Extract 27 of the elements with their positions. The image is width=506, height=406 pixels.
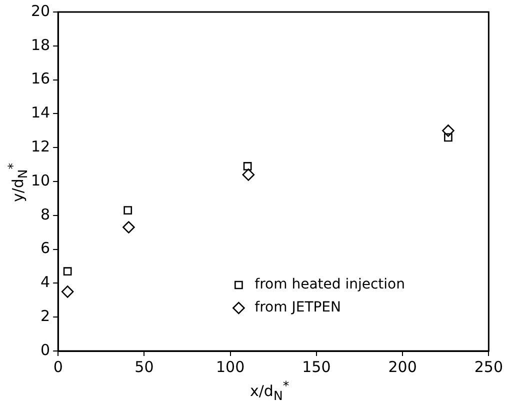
point [242,168,255,181]
point [61,286,74,298]
x-tick-label: 250 [474,358,504,376]
legend-label: from heated injection [254,276,406,293]
x-tick-label: 200 [388,358,417,376]
y-tick-label: 16 [30,70,50,88]
x-tick-label: 150 [302,358,331,376]
y-tick-label: 14 [30,104,50,122]
point [122,221,135,234]
y-tick-label: 8 [40,205,50,224]
legend-label: from JETPEN [254,300,342,316]
y-tick-label: 0 [40,340,50,359]
point [444,133,452,142]
x-tick-label: 50 [134,358,154,376]
point [63,267,72,276]
x-tick-label: 0 [53,358,63,376]
y-tick-label: 18 [30,36,50,54]
point [442,124,454,137]
y-tick-label: 20 [30,2,50,20]
y-tick-label: 6 [40,239,50,258]
y-tick-label: 4 [40,273,50,292]
y-tick-label: 12 [30,137,50,156]
y-tick-label: 10 [30,171,50,190]
x-tick-label: 100 [216,358,245,376]
point [124,206,132,214]
y-tick-label: 2 [40,306,50,325]
point [243,162,252,170]
